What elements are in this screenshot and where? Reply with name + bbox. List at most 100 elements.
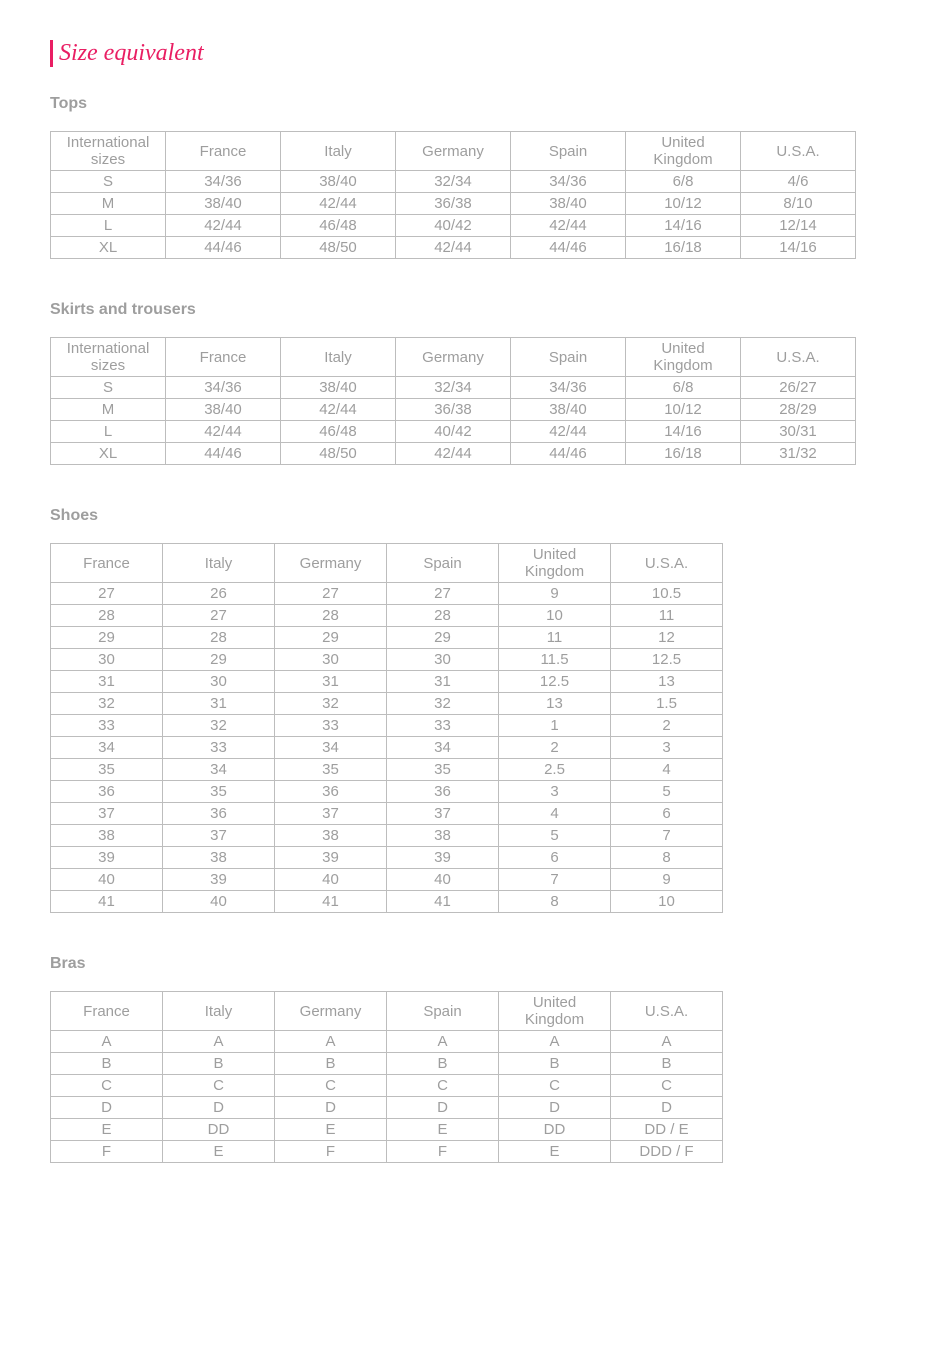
table-cell: 1 — [499, 715, 611, 737]
table-cell: 36/38 — [396, 193, 511, 215]
table-cell: D — [163, 1097, 275, 1119]
table-cell: 31 — [163, 693, 275, 715]
table-cell: E — [51, 1119, 163, 1141]
table-cell: 39 — [51, 847, 163, 869]
table-cell: 30 — [275, 649, 387, 671]
table-cell: 37 — [275, 803, 387, 825]
table-cell: 42/44 — [396, 237, 511, 259]
table-cell: 3 — [611, 737, 723, 759]
table-cell: 42/44 — [281, 193, 396, 215]
table-cell: D — [499, 1097, 611, 1119]
table-cell: 38/40 — [281, 171, 396, 193]
table-cell: 14/16 — [626, 215, 741, 237]
table-cell: 38/40 — [166, 193, 281, 215]
table-row: AAAAAA — [51, 1031, 723, 1053]
table-cell: 32/34 — [396, 377, 511, 399]
col-header: Germany — [396, 338, 511, 377]
table-cell: B — [51, 1053, 163, 1075]
table-cell: 4/6 — [741, 171, 856, 193]
table-cell: L — [51, 421, 166, 443]
table-cell: 46/48 — [281, 421, 396, 443]
table-row: 27262727910.5 — [51, 583, 723, 605]
table-cell: 32 — [51, 693, 163, 715]
table-cell: 38/40 — [166, 399, 281, 421]
table-row: 41404141810 — [51, 891, 723, 913]
section-bras: Bras France Italy Germany Spain United K… — [50, 955, 900, 1163]
col-header: International sizes — [51, 338, 166, 377]
table-cell: 14/16 — [626, 421, 741, 443]
col-header: Germany — [275, 992, 387, 1031]
section-shoes: Shoes France Italy Germany Spain United … — [50, 507, 900, 913]
table-cell: A — [387, 1031, 499, 1053]
table-cell: 29 — [275, 627, 387, 649]
table-cell: B — [611, 1053, 723, 1075]
table-cell: 38 — [387, 825, 499, 847]
skirts-table: International sizes France Italy Germany… — [50, 337, 856, 465]
col-header: Spain — [511, 338, 626, 377]
table-cell: 3 — [499, 781, 611, 803]
table-cell: DDD / F — [611, 1141, 723, 1163]
table-cell: 40 — [163, 891, 275, 913]
col-header: Italy — [163, 544, 275, 583]
col-header: Italy — [281, 338, 396, 377]
table-cell: 38/40 — [511, 193, 626, 215]
table-cell: 34/36 — [166, 171, 281, 193]
table-cell: 27 — [275, 583, 387, 605]
table-cell: A — [163, 1031, 275, 1053]
table-cell: 40/42 — [396, 215, 511, 237]
table-row: EDDEEDDDD / E — [51, 1119, 723, 1141]
table-cell: C — [499, 1075, 611, 1097]
table-cell: 30 — [387, 649, 499, 671]
table-cell: 2 — [499, 737, 611, 759]
table-cell: C — [163, 1075, 275, 1097]
col-header: Spain — [511, 132, 626, 171]
col-header: France — [51, 544, 163, 583]
table-cell: DD — [499, 1119, 611, 1141]
table-cell: 35 — [51, 759, 163, 781]
shoes-table: France Italy Germany Spain United Kingdo… — [50, 543, 723, 913]
table-cell: 9 — [499, 583, 611, 605]
table-header-row: France Italy Germany Spain United Kingdo… — [51, 544, 723, 583]
table-cell: 11.5 — [499, 649, 611, 671]
table-cell: 8/10 — [741, 193, 856, 215]
table-cell: B — [275, 1053, 387, 1075]
table-cell: A — [51, 1031, 163, 1053]
table-cell: E — [163, 1141, 275, 1163]
table-cell: 34 — [163, 759, 275, 781]
table-cell: E — [499, 1141, 611, 1163]
table-cell: F — [387, 1141, 499, 1163]
table-cell: 44/46 — [511, 443, 626, 465]
table-cell: 48/50 — [281, 237, 396, 259]
table-cell: S — [51, 377, 166, 399]
table-row: 4039404079 — [51, 869, 723, 891]
page-title: Size equivalent — [59, 40, 204, 66]
table-cell: 36 — [51, 781, 163, 803]
table-row: L42/4446/4840/4242/4414/1612/14 — [51, 215, 856, 237]
table-cell: C — [275, 1075, 387, 1097]
col-header: Italy — [163, 992, 275, 1031]
table-cell: 42/44 — [166, 421, 281, 443]
table-cell: 27 — [51, 583, 163, 605]
table-cell: 34 — [387, 737, 499, 759]
bras-heading: Bras — [50, 955, 900, 973]
col-header: France — [166, 338, 281, 377]
table-cell: 34/36 — [511, 171, 626, 193]
table-cell: 32 — [163, 715, 275, 737]
table-cell: 41 — [275, 891, 387, 913]
table-cell: 40/42 — [396, 421, 511, 443]
table-cell: 34/36 — [511, 377, 626, 399]
table-cell: 38 — [51, 825, 163, 847]
table-cell: 40 — [51, 869, 163, 891]
table-row: S34/3638/4032/3434/366/84/6 — [51, 171, 856, 193]
table-row: 3736373746 — [51, 803, 723, 825]
table-row: 292829291112 — [51, 627, 723, 649]
table-cell: 37 — [387, 803, 499, 825]
table-cell: 4 — [499, 803, 611, 825]
table-cell: 30 — [163, 671, 275, 693]
table-row: 3332333312 — [51, 715, 723, 737]
table-cell: 2.5 — [499, 759, 611, 781]
table-cell: 32/34 — [396, 171, 511, 193]
table-cell: 44/46 — [166, 237, 281, 259]
table-cell: 44/46 — [166, 443, 281, 465]
table-cell: 2 — [611, 715, 723, 737]
